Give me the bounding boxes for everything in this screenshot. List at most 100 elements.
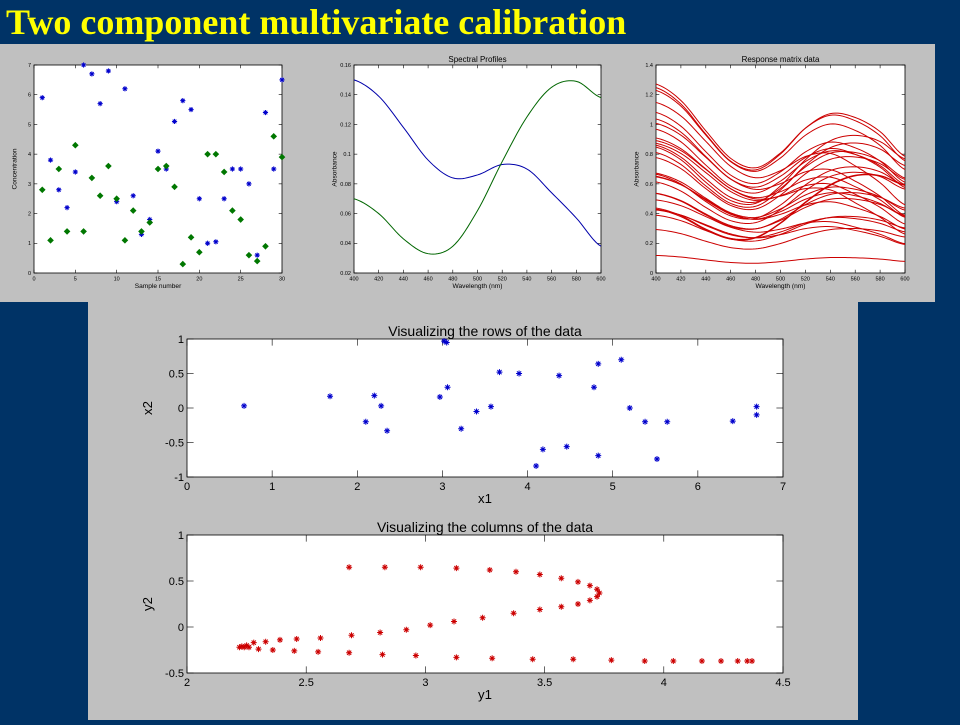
x-tick-label: 2.5	[299, 677, 314, 689]
bottom-charts-svg: 0 1 2 3 4 5 6 7 -1 -0.5 0 0.5 1 Visualizing the rows …	[140, 323, 791, 702]
plot-area	[655, 64, 906, 274]
y-tick-label: 1	[178, 334, 184, 346]
conc-point-a	[205, 240, 211, 246]
rows-point	[539, 446, 546, 453]
x-tick-label: 1	[269, 481, 275, 493]
y-tick-label: 0.6	[645, 182, 653, 188]
columns-point	[412, 652, 419, 659]
y-tick-label: 0.16	[340, 63, 351, 69]
conc-point-a	[238, 166, 244, 172]
response-line	[655, 142, 906, 208]
response-line	[655, 101, 906, 206]
x-tick-label: 520	[498, 277, 507, 283]
conc-point-b	[278, 153, 286, 161]
conc-point-b	[113, 195, 120, 203]
y-tick-label: 0	[650, 271, 653, 277]
columns-point	[348, 632, 355, 639]
conc-point-b	[88, 174, 96, 182]
conc-point-a	[271, 166, 277, 172]
rows-point	[753, 411, 760, 418]
x-tick-label: 480	[751, 277, 760, 283]
x-tick-label: 2	[354, 481, 360, 493]
rows-point	[444, 384, 451, 391]
conc-point-b	[129, 207, 137, 214]
spectrum-line-2	[353, 80, 602, 255]
y-tick-label: 1	[650, 122, 653, 128]
rows-point	[473, 408, 480, 415]
columns-point	[377, 629, 384, 636]
rows-point	[362, 418, 369, 425]
response-line	[655, 209, 906, 246]
response-line	[655, 111, 906, 185]
conc-point-b	[212, 150, 220, 158]
conc-point-b	[220, 168, 228, 176]
x-tick-label: 520	[801, 277, 810, 283]
x-tick-label: 500	[473, 277, 482, 283]
conc-point-b	[146, 219, 154, 226]
x-axis-label: Wavelength (nm)	[756, 283, 806, 290]
response-line	[655, 199, 906, 245]
rows-point	[590, 384, 597, 391]
x-axis-label: Sample number	[135, 283, 182, 290]
columns-point	[574, 578, 581, 585]
conc-point-b	[105, 162, 112, 170]
conc-point-b	[196, 248, 203, 256]
y-axis-label: Absorbance	[633, 151, 640, 187]
response-line	[655, 173, 906, 240]
conc-point-a	[213, 239, 219, 245]
columns-point	[453, 654, 460, 661]
columns-point	[451, 618, 458, 625]
response-line	[655, 89, 906, 172]
columns-point	[574, 601, 581, 607]
columns-point	[293, 635, 300, 642]
conc-point-b	[204, 150, 211, 158]
y-tick-label: -0.5	[165, 437, 184, 449]
columns-point	[558, 603, 565, 610]
columns-point	[315, 648, 322, 655]
columns-point	[536, 571, 543, 578]
columns-point	[346, 564, 353, 571]
columns-point	[291, 647, 298, 654]
y-axis-label: Concentration	[11, 148, 18, 189]
x-tick-label: 4	[525, 481, 531, 493]
x-tick-label: 3	[439, 481, 445, 493]
response-line	[655, 142, 906, 225]
rows-point	[618, 356, 625, 363]
conc-point-b	[96, 192, 104, 200]
x-tick-label: 7	[780, 481, 786, 493]
conc-point-b	[38, 186, 46, 194]
columns-point	[250, 639, 257, 646]
y-tick-label: -1	[174, 472, 184, 484]
x-tick-label: 400	[651, 277, 660, 283]
conc-point-b	[245, 251, 253, 259]
response-line	[655, 87, 906, 171]
top-figure-panel: 0 5 10 15 20 25 30 0 1 2 3 4 5 6 7 Sample number Concent…	[0, 44, 935, 302]
x-tick-label: 0	[32, 277, 35, 283]
chart-title: Visualizing the columns of the data	[377, 519, 593, 535]
y-tick-label: 7	[28, 63, 31, 69]
rows-point	[384, 427, 391, 434]
columns-point	[586, 582, 593, 589]
y-tick-label: 0.8	[645, 152, 653, 158]
chart-columns: 2 2.5 3 3.5 4 4.5 -0.5 0 0.5 1 Visualizing the col…	[140, 519, 791, 702]
columns-point	[255, 646, 262, 653]
response-line	[655, 174, 906, 241]
response-line	[655, 83, 906, 169]
rows-point	[327, 393, 334, 400]
conc-point-b	[179, 260, 187, 268]
columns-point	[245, 644, 252, 651]
y-tick-label: 6	[28, 93, 31, 99]
y-tick-label: 3	[28, 182, 31, 188]
response-line	[655, 156, 906, 211]
x-axis-label: Wavelength (nm)	[453, 283, 503, 290]
y-tick-label: 0.4	[645, 211, 653, 217]
rows-point	[441, 338, 448, 345]
x-tick-label: 3.5	[537, 677, 552, 689]
x-tick-label: 540	[522, 277, 531, 283]
conc-point-b	[72, 141, 79, 149]
conc-point-b	[162, 162, 170, 170]
response-line	[655, 254, 906, 264]
rows-point	[458, 425, 465, 432]
x-tick-label: 10	[114, 277, 120, 283]
